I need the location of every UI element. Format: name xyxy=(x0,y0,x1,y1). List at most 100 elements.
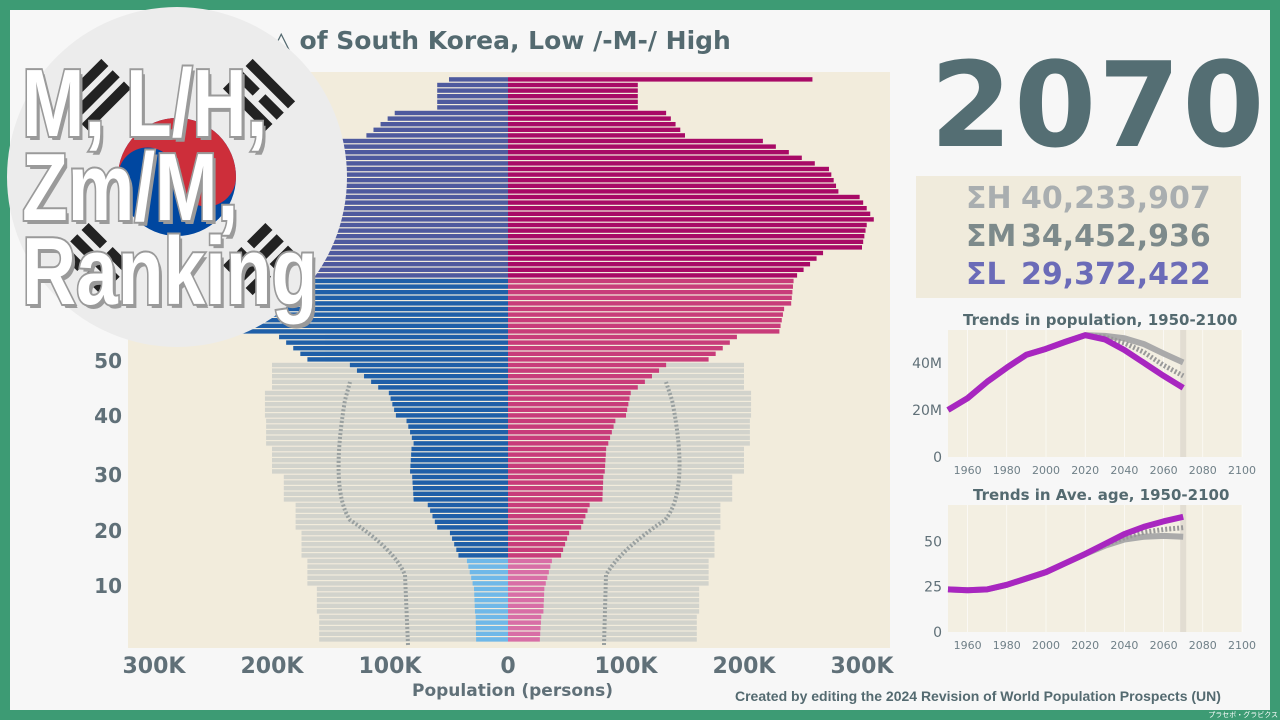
female-bar xyxy=(508,278,794,284)
female-bar xyxy=(508,637,540,642)
watermark: プラセボ・グラビクス xyxy=(1208,711,1278,719)
female-bar xyxy=(508,530,570,536)
overlay-caption: M, L/H, Zm/M, Ranking xyxy=(20,50,319,325)
male-bar xyxy=(230,295,509,300)
x-tick-label: 1980 xyxy=(993,639,1021,652)
female-bar xyxy=(508,144,776,149)
female-bar xyxy=(508,407,628,412)
female-bar xyxy=(508,290,793,295)
male-bar xyxy=(235,318,509,323)
male-bar xyxy=(201,222,508,228)
female-bar xyxy=(508,323,781,328)
female-bar xyxy=(508,463,606,468)
x-tick-label: 1960 xyxy=(954,464,982,477)
female-bar xyxy=(508,480,604,485)
female-bar xyxy=(508,351,716,356)
male-bar xyxy=(475,620,508,625)
female-bar xyxy=(508,374,652,379)
x-tick-label: 2080 xyxy=(1189,464,1217,477)
male-bar xyxy=(228,278,508,284)
female-bar xyxy=(508,312,783,317)
female-bar xyxy=(508,519,584,524)
x-tick-label: 2080 xyxy=(1189,639,1217,652)
female-bar xyxy=(508,122,676,127)
x-tick-label: 2040 xyxy=(1110,639,1138,652)
overlay-line: Ranking xyxy=(20,218,319,325)
male-bar xyxy=(279,334,508,340)
male-bar xyxy=(476,631,508,636)
x-tick-label: 2060 xyxy=(1150,464,1178,477)
female-bar xyxy=(508,99,638,104)
male-bar xyxy=(286,340,508,345)
female-bar xyxy=(508,295,792,300)
age-trend-title: Trends in Ave. age, 1950-2100 xyxy=(973,486,1230,504)
male-bar xyxy=(468,564,508,569)
male-bar xyxy=(200,211,508,216)
current-year-marker xyxy=(1180,330,1187,457)
female-bar xyxy=(508,558,552,564)
female-bar xyxy=(508,469,605,474)
female-bar xyxy=(508,250,824,256)
female-bar xyxy=(508,194,860,200)
male-bar xyxy=(373,127,508,132)
y-tick-label: 20 xyxy=(94,519,122,543)
x-tick-label: 200K xyxy=(713,654,777,679)
total-medium: ΣM 34,452,936 xyxy=(966,219,1211,254)
male-bar xyxy=(229,290,508,295)
y-tick-label: 0 xyxy=(933,450,942,466)
x-tick-label: 1980 xyxy=(993,464,1021,477)
male-bar xyxy=(201,217,508,222)
female-bar xyxy=(508,217,874,222)
male-bar xyxy=(434,519,508,524)
male-bar xyxy=(364,374,508,379)
male-bar xyxy=(406,418,508,424)
male-bar xyxy=(413,441,508,446)
male-bar xyxy=(458,553,508,558)
female-bar xyxy=(508,620,541,625)
x-tick-label: 2000 xyxy=(1032,639,1060,652)
male-bar xyxy=(474,586,508,592)
female-bar xyxy=(508,474,604,480)
x-tick-label: 300K xyxy=(831,654,895,679)
male-bar xyxy=(394,407,508,412)
x-tick-label: 100K xyxy=(595,654,659,679)
x-tick-label: 200K xyxy=(241,654,305,679)
total-high: ΣH 40,233,907 xyxy=(966,181,1211,216)
female-bar xyxy=(508,256,817,261)
male-bar xyxy=(432,514,508,519)
overlay-line: M, L/H, xyxy=(20,50,269,157)
female-bar xyxy=(508,262,811,267)
female-bar xyxy=(508,189,839,194)
x-tick-label: 2020 xyxy=(1071,464,1099,477)
male-bar xyxy=(437,525,508,530)
male-bar xyxy=(236,329,508,334)
x-tick-label: 100K xyxy=(359,654,423,679)
female-bar xyxy=(508,155,802,160)
female-bar xyxy=(508,340,730,345)
female-bar xyxy=(508,172,832,177)
year-display: 2070 xyxy=(930,36,1267,174)
female-bar xyxy=(508,564,551,569)
male-bar xyxy=(472,581,508,586)
reference-outline-male xyxy=(336,381,410,646)
female-bar xyxy=(508,430,612,435)
male-bar xyxy=(395,413,508,418)
male-bar xyxy=(469,570,508,575)
y-tick-label: 10 xyxy=(94,574,122,598)
female-bar xyxy=(508,284,793,289)
male-bar xyxy=(411,435,508,440)
y-tick-label: 50 xyxy=(94,349,122,373)
x-tick-label: 1960 xyxy=(954,639,982,652)
male-bar xyxy=(392,402,508,407)
male-bar xyxy=(452,536,508,541)
female-bar xyxy=(508,396,630,401)
female-bar xyxy=(508,273,798,278)
female-bar xyxy=(508,452,606,457)
female-bar xyxy=(508,514,586,519)
male-bar xyxy=(380,122,508,127)
credit-text: Created by editing the 2024 Revision of … xyxy=(735,688,1221,704)
female-bar xyxy=(508,88,638,93)
male-bar xyxy=(197,183,508,188)
